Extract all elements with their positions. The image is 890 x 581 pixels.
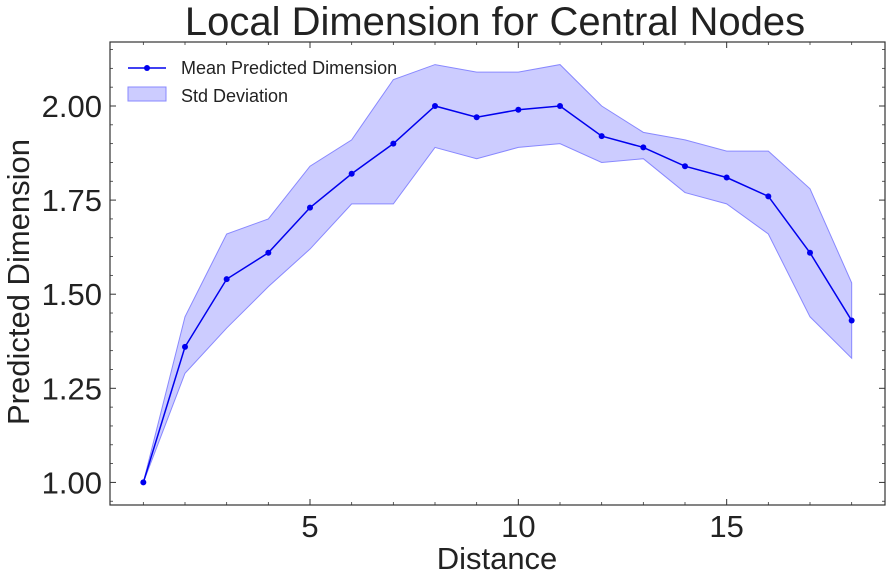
mean-point [348,170,355,177]
y-tick-label: 1.00 [42,465,102,500]
mean-point [473,114,480,121]
mean-point [682,163,688,170]
mean-point [807,249,813,256]
y-axis-label: Predicted Dimension [1,139,36,425]
mean-point [515,106,522,113]
y-tick-label: 1.75 [42,183,102,218]
legend-label-mean: Mean Predicted Dimension [181,58,397,78]
y-tick-label: 1.25 [42,371,102,406]
legend: Mean Predicted Dimension Std Deviation [127,58,397,106]
mean-point [182,343,188,350]
mean-point [765,193,772,200]
legend-point-marker [144,65,150,71]
x-tick-label: 15 [709,509,743,544]
mean-point [557,102,563,109]
mean-point [223,276,230,283]
mean-point [432,102,438,109]
legend-band-swatch [127,86,167,102]
mean-point [140,479,147,486]
y-tick-label: 2.00 [42,89,102,124]
mean-point [307,204,313,211]
mean-point [723,174,730,181]
mean-point [640,144,647,151]
plot-frame [109,41,886,506]
legend-label-std: Std Deviation [181,86,288,106]
x-tick-label: 10 [501,509,535,544]
x-axis-label: Distance [437,541,558,576]
mean-point [598,133,605,140]
mean-line [142,105,853,483]
chart-title: Local Dimension for Central Nodes [185,0,805,44]
mean-point [390,140,397,147]
mean-point [265,249,272,256]
mean-point [848,317,855,324]
plot-area [140,64,855,486]
axis-ticks: 5 10 15 1.00 1.25 1.50 1.75 2.00 [42,42,885,544]
x-tick-label: 5 [301,509,318,544]
y-tick-label: 1.50 [42,277,102,312]
